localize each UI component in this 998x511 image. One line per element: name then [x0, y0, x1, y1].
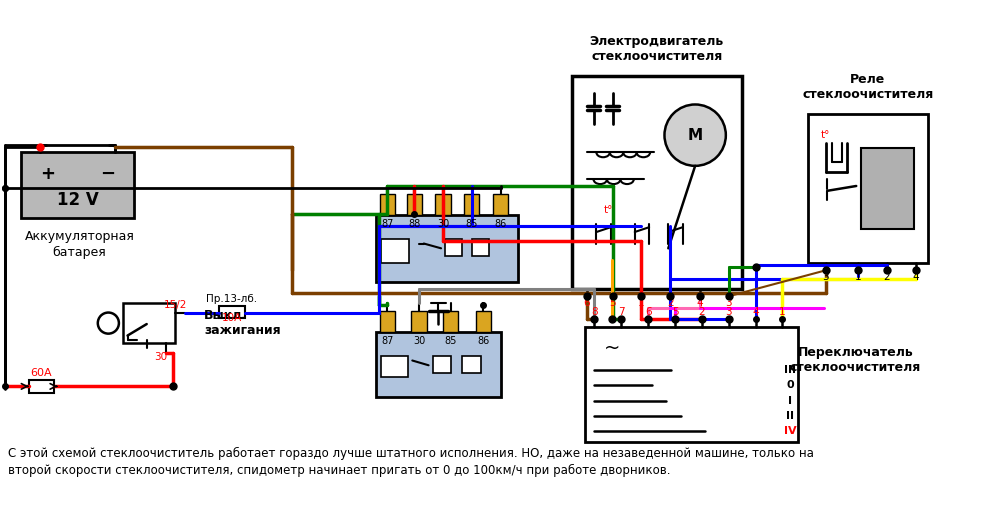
Text: 2: 2: [667, 298, 674, 308]
Text: 10А: 10А: [222, 313, 243, 323]
Text: второй скорости стеклоочистителя, спидометр начинает пригать от 0 до 100км/ч при: второй скорости стеклоочистителя, спидом…: [8, 464, 671, 477]
Text: 15/2: 15/2: [164, 300, 188, 310]
Bar: [464, 194, 479, 215]
Circle shape: [665, 104, 726, 166]
Bar: [379, 194, 395, 215]
Bar: [376, 215, 518, 282]
Text: 86: 86: [494, 219, 507, 229]
Bar: [435, 194, 451, 215]
Bar: [861, 148, 914, 229]
Text: Реле
стеклоочистителя: Реле стеклоочистителя: [802, 73, 933, 101]
Text: 1: 1: [779, 307, 785, 317]
Text: 3: 3: [726, 307, 732, 317]
Bar: [380, 239, 409, 263]
Text: Аккумуляторная
батарея: Аккумуляторная батарея: [25, 230, 135, 259]
Text: 88: 88: [408, 219, 420, 229]
Bar: [411, 311, 427, 332]
Text: 3: 3: [822, 272, 829, 282]
Text: I: I: [788, 396, 792, 406]
Text: IV: IV: [783, 427, 796, 436]
Text: M: M: [688, 128, 703, 143]
Bar: [433, 356, 451, 373]
Text: t°: t°: [604, 205, 614, 215]
Text: 87: 87: [381, 336, 393, 346]
Text: 30: 30: [155, 352, 168, 362]
Text: 4: 4: [912, 272, 919, 282]
Text: 5: 5: [672, 307, 679, 317]
Text: 5: 5: [610, 298, 616, 308]
Text: 86: 86: [477, 336, 489, 346]
Bar: [585, 327, 797, 442]
Text: t°: t°: [821, 130, 830, 140]
Text: −: −: [100, 165, 115, 182]
Text: Электродвигатель
стеклоочистителя: Электродвигатель стеклоочистителя: [590, 35, 724, 63]
Text: 1: 1: [638, 298, 645, 308]
Text: 6: 6: [645, 307, 652, 317]
Bar: [21, 152, 135, 218]
Bar: [476, 311, 491, 332]
Text: 85: 85: [465, 219, 478, 229]
Bar: [445, 239, 462, 256]
Text: 7: 7: [618, 307, 625, 317]
Text: 0: 0: [786, 380, 793, 390]
Text: 3: 3: [726, 298, 732, 308]
Text: 30: 30: [413, 336, 425, 346]
Text: ~: ~: [604, 338, 620, 358]
Text: 87: 87: [381, 219, 393, 229]
Text: 4: 4: [697, 298, 704, 308]
Text: 2: 2: [883, 272, 890, 282]
Text: 2: 2: [699, 307, 706, 317]
Text: 4: 4: [752, 307, 758, 317]
Bar: [443, 311, 458, 332]
Text: III: III: [784, 365, 796, 375]
Bar: [376, 332, 501, 397]
Text: 85: 85: [444, 336, 457, 346]
Text: 60А: 60А: [30, 368, 52, 378]
Text: 12 V: 12 V: [57, 191, 99, 210]
Text: +: +: [41, 165, 56, 182]
Text: 1: 1: [855, 272, 861, 282]
Bar: [219, 306, 246, 318]
Text: 30: 30: [437, 219, 449, 229]
Text: Выкл.
зажигания: Выкл. зажигания: [205, 309, 280, 337]
Text: 6: 6: [584, 298, 590, 308]
Bar: [123, 303, 176, 343]
Bar: [29, 380, 54, 393]
Text: Переключатель
стеклоочистителя: Переключатель стеклоочистителя: [789, 346, 921, 375]
Bar: [406, 194, 422, 215]
Bar: [380, 356, 407, 377]
Bar: [462, 356, 481, 373]
Text: 8: 8: [591, 307, 598, 317]
Text: С этой схемой стеклоочиститель работает гораздо лучше штатного исполнения. НО, д: С этой схемой стеклоочиститель работает …: [8, 447, 813, 460]
Bar: [808, 114, 928, 263]
Text: Пр.13-лб.: Пр.13-лб.: [207, 294, 257, 304]
Bar: [472, 239, 489, 256]
Bar: [573, 76, 743, 289]
Text: II: II: [786, 411, 794, 421]
Bar: [493, 194, 508, 215]
Bar: [379, 311, 395, 332]
